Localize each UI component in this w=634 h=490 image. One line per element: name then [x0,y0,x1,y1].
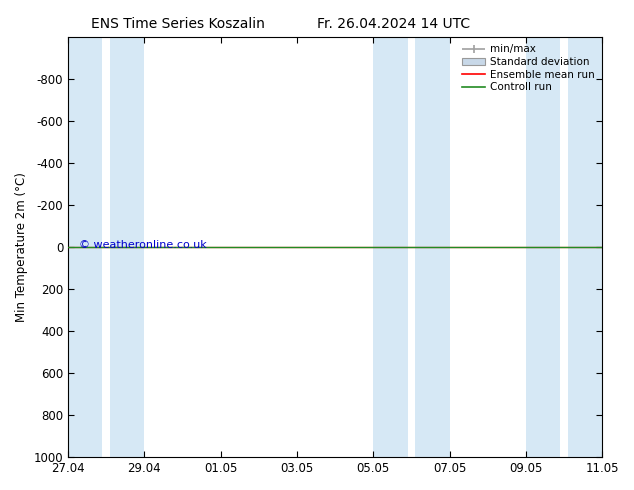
Legend: min/max, Standard deviation, Ensemble mean run, Controll run: min/max, Standard deviation, Ensemble me… [458,40,599,97]
Text: Fr. 26.04.2024 14 UTC: Fr. 26.04.2024 14 UTC [316,17,470,31]
Text: © weatheronline.co.uk: © weatheronline.co.uk [79,240,207,250]
Text: ENS Time Series Koszalin: ENS Time Series Koszalin [91,17,264,31]
Bar [415,37,450,457]
Bar [373,37,408,457]
Y-axis label: Min Temperature 2m (°C): Min Temperature 2m (°C) [15,172,28,322]
Bar [68,37,102,457]
Bar [110,37,145,457]
Bar [526,37,560,457]
Bar [568,37,602,457]
